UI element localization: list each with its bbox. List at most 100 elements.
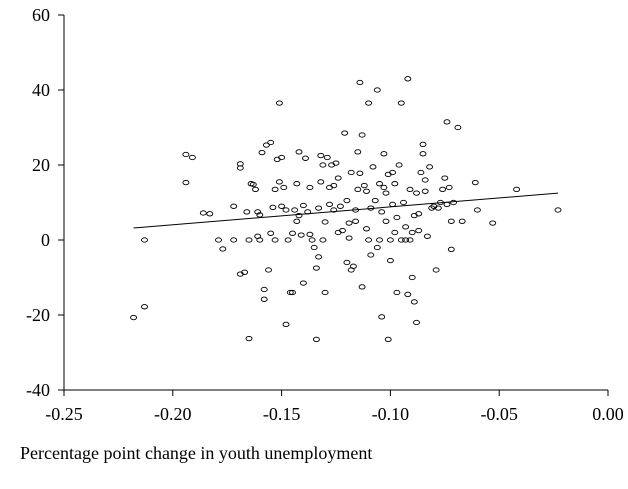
scatter-point [406,237,414,243]
scatter-point [302,155,309,161]
scatter-point [293,181,301,187]
scatter-point [513,186,521,193]
scatter-point [389,201,397,208]
scatter-point [262,142,270,148]
scatter-point [278,203,286,209]
x-tick-label: -0.15 [263,404,301,424]
scatter-point [354,149,362,155]
scatter-point [397,100,405,106]
scatter-point [282,207,290,213]
scatter-point [275,100,283,106]
y-tick-label: 20 [32,155,50,175]
scatter-point [299,202,307,209]
scatter-point [332,160,340,166]
scatter-point [358,284,366,290]
scatter-point [404,291,412,298]
scatter-point [249,181,257,188]
scatter-point [245,237,253,243]
y-tick-label: 0 [41,230,50,250]
scatter-point [267,139,275,146]
scatter-point [471,179,479,186]
scatter-point [363,226,370,232]
scatter-point [489,220,497,226]
scatter-point [271,237,279,243]
scatter-point [441,175,449,181]
scatter-point [336,203,344,209]
scatter-point [410,299,418,305]
scatter-point [408,229,416,236]
scatter-point [260,296,268,302]
scatter-point [315,205,323,211]
scatter-point [230,203,238,209]
scatter-point [373,87,381,93]
scatter-point [421,188,429,194]
scatter-point [434,205,442,211]
scatter-point [254,209,262,215]
scatter-point [141,304,148,310]
scatter-point [382,190,390,196]
scatter-point [454,124,462,131]
scatter-point [376,181,383,187]
scatter-point [365,100,373,106]
scatter-point [382,218,390,224]
x-tick-label: -0.05 [480,404,518,424]
scatter-point [415,227,423,234]
scatter-point [378,209,386,215]
scatter-point [289,230,296,236]
scatter-point [297,232,305,238]
scatter-point [408,274,416,281]
scatter-point [386,257,394,264]
scatter-point [230,237,238,243]
scatter-point [363,188,370,194]
scatter-point [393,289,401,296]
scatter-point [245,335,253,342]
scatter-point [415,211,423,217]
scatter-point [406,186,414,193]
scatter-point [275,179,283,185]
scatter-point [404,76,412,82]
scatter-point [343,197,351,204]
scatter-point [199,210,207,216]
scatter-point [432,267,440,273]
scatter-point [447,246,455,253]
scatter-point [306,231,314,238]
scatter-point [419,141,427,148]
scatter-point [384,336,392,343]
scatter-point [447,218,455,224]
scatter-point [317,179,325,185]
scatter-point [413,319,420,326]
scatter-point [397,237,405,243]
scatter-point [391,229,399,236]
scatter-point [369,164,377,170]
scatter-point [256,212,264,218]
scatter-point [308,237,316,243]
scatter-point [321,219,329,225]
scatter-point [323,154,331,161]
scatter-point [269,204,277,211]
scatter-point [265,267,272,273]
scatter-point [330,182,338,189]
data-points [130,76,562,343]
scatter-point [299,280,307,286]
ticks: 60 40 20 0 -20 -40 -0.25 -0.20 -0.15 -0.10 -0.05 0.… [26,5,624,424]
scatter-point [310,244,318,251]
scatter-point [280,184,288,191]
scatter-point [347,169,355,176]
scatter-point [445,184,453,191]
scatter-point [439,186,447,193]
scatter-point [182,151,190,158]
scatter-point [293,218,301,224]
scatter-point [389,169,397,176]
scatter-point [367,252,375,258]
y-tick-label: -40 [26,380,50,400]
scatter-point [317,152,325,159]
scatter-point [386,237,394,243]
scatter-point [356,79,364,86]
scatter-point [326,201,333,208]
scatter-point [258,149,266,156]
scatter-point [458,218,466,224]
scatter-point [215,237,222,243]
scatter-point [182,179,190,186]
scatter-point [395,162,403,168]
